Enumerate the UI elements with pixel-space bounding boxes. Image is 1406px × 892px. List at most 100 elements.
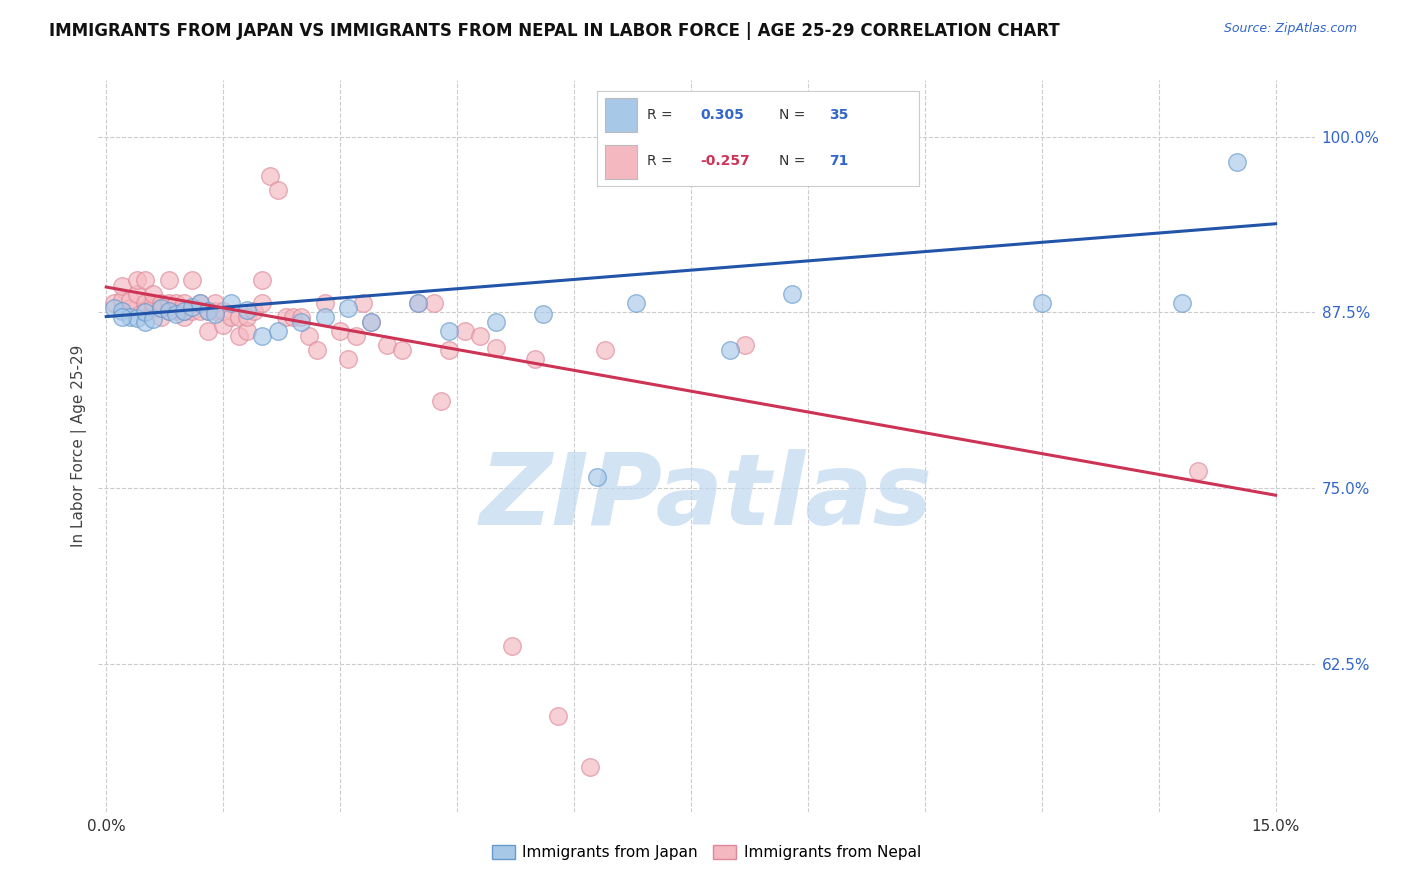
Point xyxy=(250,295,273,310)
Point xyxy=(134,304,156,318)
Point xyxy=(165,304,187,318)
Point xyxy=(593,343,616,358)
Point xyxy=(235,324,257,338)
Point xyxy=(360,315,382,329)
Point xyxy=(259,169,281,183)
Point xyxy=(142,301,165,315)
Point xyxy=(314,310,336,324)
Point xyxy=(111,293,134,307)
Point xyxy=(118,310,141,324)
Point xyxy=(344,329,367,343)
Point xyxy=(127,273,149,287)
Point xyxy=(353,295,375,310)
Point xyxy=(103,301,125,315)
Point xyxy=(439,324,461,338)
Text: ZIPatlas: ZIPatlas xyxy=(479,449,934,546)
Text: IMMIGRANTS FROM JAPAN VS IMMIGRANTS FROM NEPAL IN LABOR FORCE | AGE 25-29 CORREL: IMMIGRANTS FROM JAPAN VS IMMIGRANTS FROM… xyxy=(49,22,1060,40)
Point xyxy=(454,324,477,338)
Point xyxy=(103,295,125,310)
Point xyxy=(305,343,328,358)
Point xyxy=(626,295,648,310)
Text: Source: ZipAtlas.com: Source: ZipAtlas.com xyxy=(1223,22,1357,36)
Point xyxy=(173,304,195,318)
Point xyxy=(375,337,398,351)
Point xyxy=(204,307,226,321)
Point xyxy=(1031,295,1053,310)
Point xyxy=(134,305,156,319)
Point xyxy=(470,329,492,343)
Point xyxy=(134,315,156,329)
Point xyxy=(734,337,756,351)
Point xyxy=(718,343,741,358)
Point xyxy=(212,304,235,318)
Point xyxy=(149,301,172,315)
Point xyxy=(329,324,352,338)
Point xyxy=(142,295,165,310)
Point xyxy=(267,324,290,338)
Point xyxy=(149,295,172,310)
Point xyxy=(165,307,187,321)
Point xyxy=(173,310,195,324)
Point xyxy=(197,304,219,318)
Point xyxy=(586,470,609,484)
Point xyxy=(165,295,187,310)
Point xyxy=(204,295,226,310)
Point xyxy=(127,287,149,301)
Point xyxy=(181,273,204,287)
Point xyxy=(219,310,242,324)
Point xyxy=(173,304,195,318)
Point xyxy=(406,295,429,310)
Point xyxy=(1187,464,1209,478)
Point xyxy=(290,310,312,324)
Point xyxy=(228,329,250,343)
Point xyxy=(142,312,165,326)
Point xyxy=(134,295,156,310)
Point xyxy=(157,304,180,318)
Point xyxy=(524,351,547,366)
Point xyxy=(547,709,569,723)
Point xyxy=(118,293,141,307)
Point xyxy=(485,341,508,355)
Point xyxy=(336,301,359,315)
Point xyxy=(780,287,803,301)
Point xyxy=(314,295,336,310)
Point xyxy=(181,300,204,314)
Point xyxy=(283,310,305,324)
Point xyxy=(391,343,413,358)
Point xyxy=(439,343,461,358)
Point xyxy=(181,304,204,318)
Point xyxy=(422,295,444,310)
Point xyxy=(188,304,211,318)
Point xyxy=(406,295,429,310)
Point xyxy=(212,318,235,332)
Point xyxy=(1171,295,1194,310)
Point xyxy=(274,310,297,324)
Point xyxy=(219,295,242,310)
Point xyxy=(149,301,172,315)
Point xyxy=(173,295,195,310)
Point xyxy=(157,273,180,287)
Point xyxy=(157,295,180,310)
Point xyxy=(111,278,134,293)
Point xyxy=(142,287,165,301)
Point xyxy=(188,295,211,310)
Y-axis label: In Labor Force | Age 25-29: In Labor Force | Age 25-29 xyxy=(72,345,87,547)
Point xyxy=(243,304,266,318)
Point xyxy=(134,273,156,287)
Point xyxy=(531,307,554,321)
Point xyxy=(267,183,290,197)
Point xyxy=(501,639,523,653)
Point xyxy=(578,760,600,774)
Point xyxy=(298,329,321,343)
Point xyxy=(118,301,141,315)
Point xyxy=(360,315,382,329)
Point xyxy=(235,310,257,324)
Point xyxy=(197,304,219,318)
Point xyxy=(204,304,226,318)
Point xyxy=(485,315,508,329)
Legend: Immigrants from Japan, Immigrants from Nepal: Immigrants from Japan, Immigrants from N… xyxy=(485,839,928,866)
Point xyxy=(235,302,257,317)
Point xyxy=(336,351,359,366)
Point xyxy=(250,273,273,287)
Point xyxy=(197,324,219,338)
